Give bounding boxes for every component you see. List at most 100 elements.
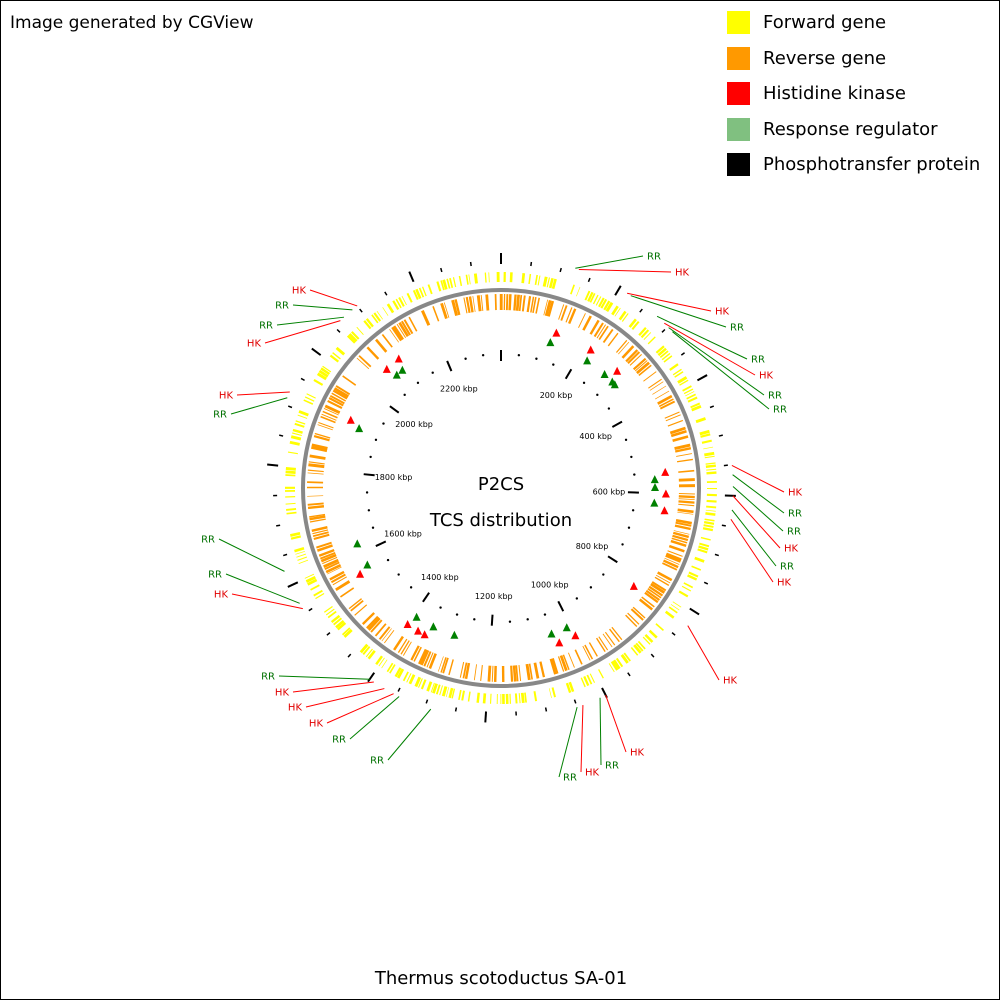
forward-gene xyxy=(655,345,665,354)
reverse-gene xyxy=(378,626,391,640)
scale-dot xyxy=(369,455,372,459)
forward-gene xyxy=(323,605,333,613)
forward-gene xyxy=(699,429,710,436)
forward-gene xyxy=(702,527,714,532)
reverse-gene xyxy=(654,576,670,586)
inner-scale-ring: 200 kbp 400 kbp 600 kbp 800 kbp 1000 kbp 1200… xyxy=(363,350,639,626)
reverse-gene xyxy=(518,665,522,682)
forward-gene xyxy=(551,278,557,290)
forward-gene xyxy=(672,368,682,376)
reverse-gene xyxy=(317,424,333,431)
scale-tick xyxy=(389,405,400,414)
scale-tick xyxy=(363,473,375,477)
forward-gene xyxy=(548,688,552,699)
outer-tick xyxy=(627,672,631,677)
outer-tick xyxy=(614,285,622,296)
forward-gene xyxy=(381,659,388,669)
forward-gene xyxy=(351,331,360,340)
outer-tick xyxy=(408,271,415,283)
outer-tick xyxy=(276,524,281,527)
forward-gene xyxy=(589,673,596,683)
reverse-gene xyxy=(437,656,444,672)
forward-gene xyxy=(446,278,451,289)
forward-gene xyxy=(452,277,457,288)
forward-gene xyxy=(603,300,611,311)
outer-tick xyxy=(650,653,655,658)
reverse-gene xyxy=(533,662,540,679)
forward-gene xyxy=(294,547,305,553)
forward-gene xyxy=(290,435,302,441)
reverse-gene xyxy=(313,434,330,442)
legend-label-phosphotransfer-protein: Phosphotransfer protein xyxy=(763,154,981,175)
callout-line xyxy=(218,538,285,572)
forward-gene xyxy=(315,592,325,600)
histidine-kinase-marker xyxy=(382,364,391,373)
forward-gene xyxy=(412,290,419,300)
reverse-gene xyxy=(668,544,685,553)
reverse-gene xyxy=(532,297,537,314)
scale-dot xyxy=(630,455,633,459)
callout-line xyxy=(230,397,288,415)
forward-gene xyxy=(488,272,490,283)
outer-tick xyxy=(287,405,293,409)
forward-gene xyxy=(341,627,351,636)
reverse-gene xyxy=(645,589,660,601)
reverse-gene xyxy=(526,296,532,313)
forward-gene xyxy=(291,432,302,437)
outer-tick xyxy=(484,711,488,723)
hk-callout-label: HK xyxy=(585,768,600,779)
reverse-gene xyxy=(393,635,404,651)
hk-callout-label: HK xyxy=(214,590,229,601)
callout-line xyxy=(575,255,644,269)
forward-gene xyxy=(386,662,394,673)
callout-line xyxy=(656,315,748,360)
scale-dot xyxy=(582,381,586,385)
reverse-gene xyxy=(462,662,468,679)
rr-callout-label: RR xyxy=(773,405,787,416)
reverse-gene xyxy=(335,580,351,591)
reverse-gene xyxy=(356,357,370,370)
reverse-gene xyxy=(641,596,655,608)
forward-gene xyxy=(691,565,702,571)
callout-line xyxy=(236,391,290,396)
forward-gene xyxy=(670,604,680,611)
reverse-gene xyxy=(329,570,345,581)
scale-dot xyxy=(439,606,442,609)
forward-gene xyxy=(439,685,444,696)
forward-gene xyxy=(461,690,465,701)
reverse-gene xyxy=(491,665,494,682)
reverse-gene xyxy=(350,599,364,612)
forward-gene xyxy=(640,329,650,339)
reverse-gene xyxy=(525,663,531,681)
forward-gene xyxy=(548,277,554,289)
forward-gene xyxy=(524,692,527,703)
forward-gene xyxy=(570,284,575,295)
reverse-gene xyxy=(664,557,680,565)
reverse-gene xyxy=(659,400,676,410)
scale-dot xyxy=(365,491,369,494)
forward-gene xyxy=(440,280,445,291)
reverse-gene xyxy=(596,324,607,339)
scale-label: 1600 kbp xyxy=(384,529,422,538)
forward-gene xyxy=(600,298,608,309)
forward-gene xyxy=(346,335,356,344)
histidine-kinase-marker xyxy=(552,328,561,337)
scale-dot xyxy=(397,573,400,576)
outer-tick xyxy=(397,687,401,692)
forward-gene xyxy=(533,691,538,702)
reverse-gene xyxy=(329,394,345,405)
reverse-gene xyxy=(574,649,583,665)
reverse-gene xyxy=(618,341,630,355)
scale-dot xyxy=(543,613,547,616)
callout-line xyxy=(627,292,712,312)
callout-line xyxy=(580,705,584,773)
forward-gene xyxy=(583,675,590,687)
reverse-gene xyxy=(635,361,650,375)
reverse-gene xyxy=(327,566,342,575)
response-regulator-marker xyxy=(547,629,556,638)
histidine-kinase-marker xyxy=(394,354,403,363)
callout-line xyxy=(664,322,756,376)
hk-callout-label: HK xyxy=(715,307,730,318)
callout-line xyxy=(264,320,341,344)
scale-dot xyxy=(552,363,555,366)
